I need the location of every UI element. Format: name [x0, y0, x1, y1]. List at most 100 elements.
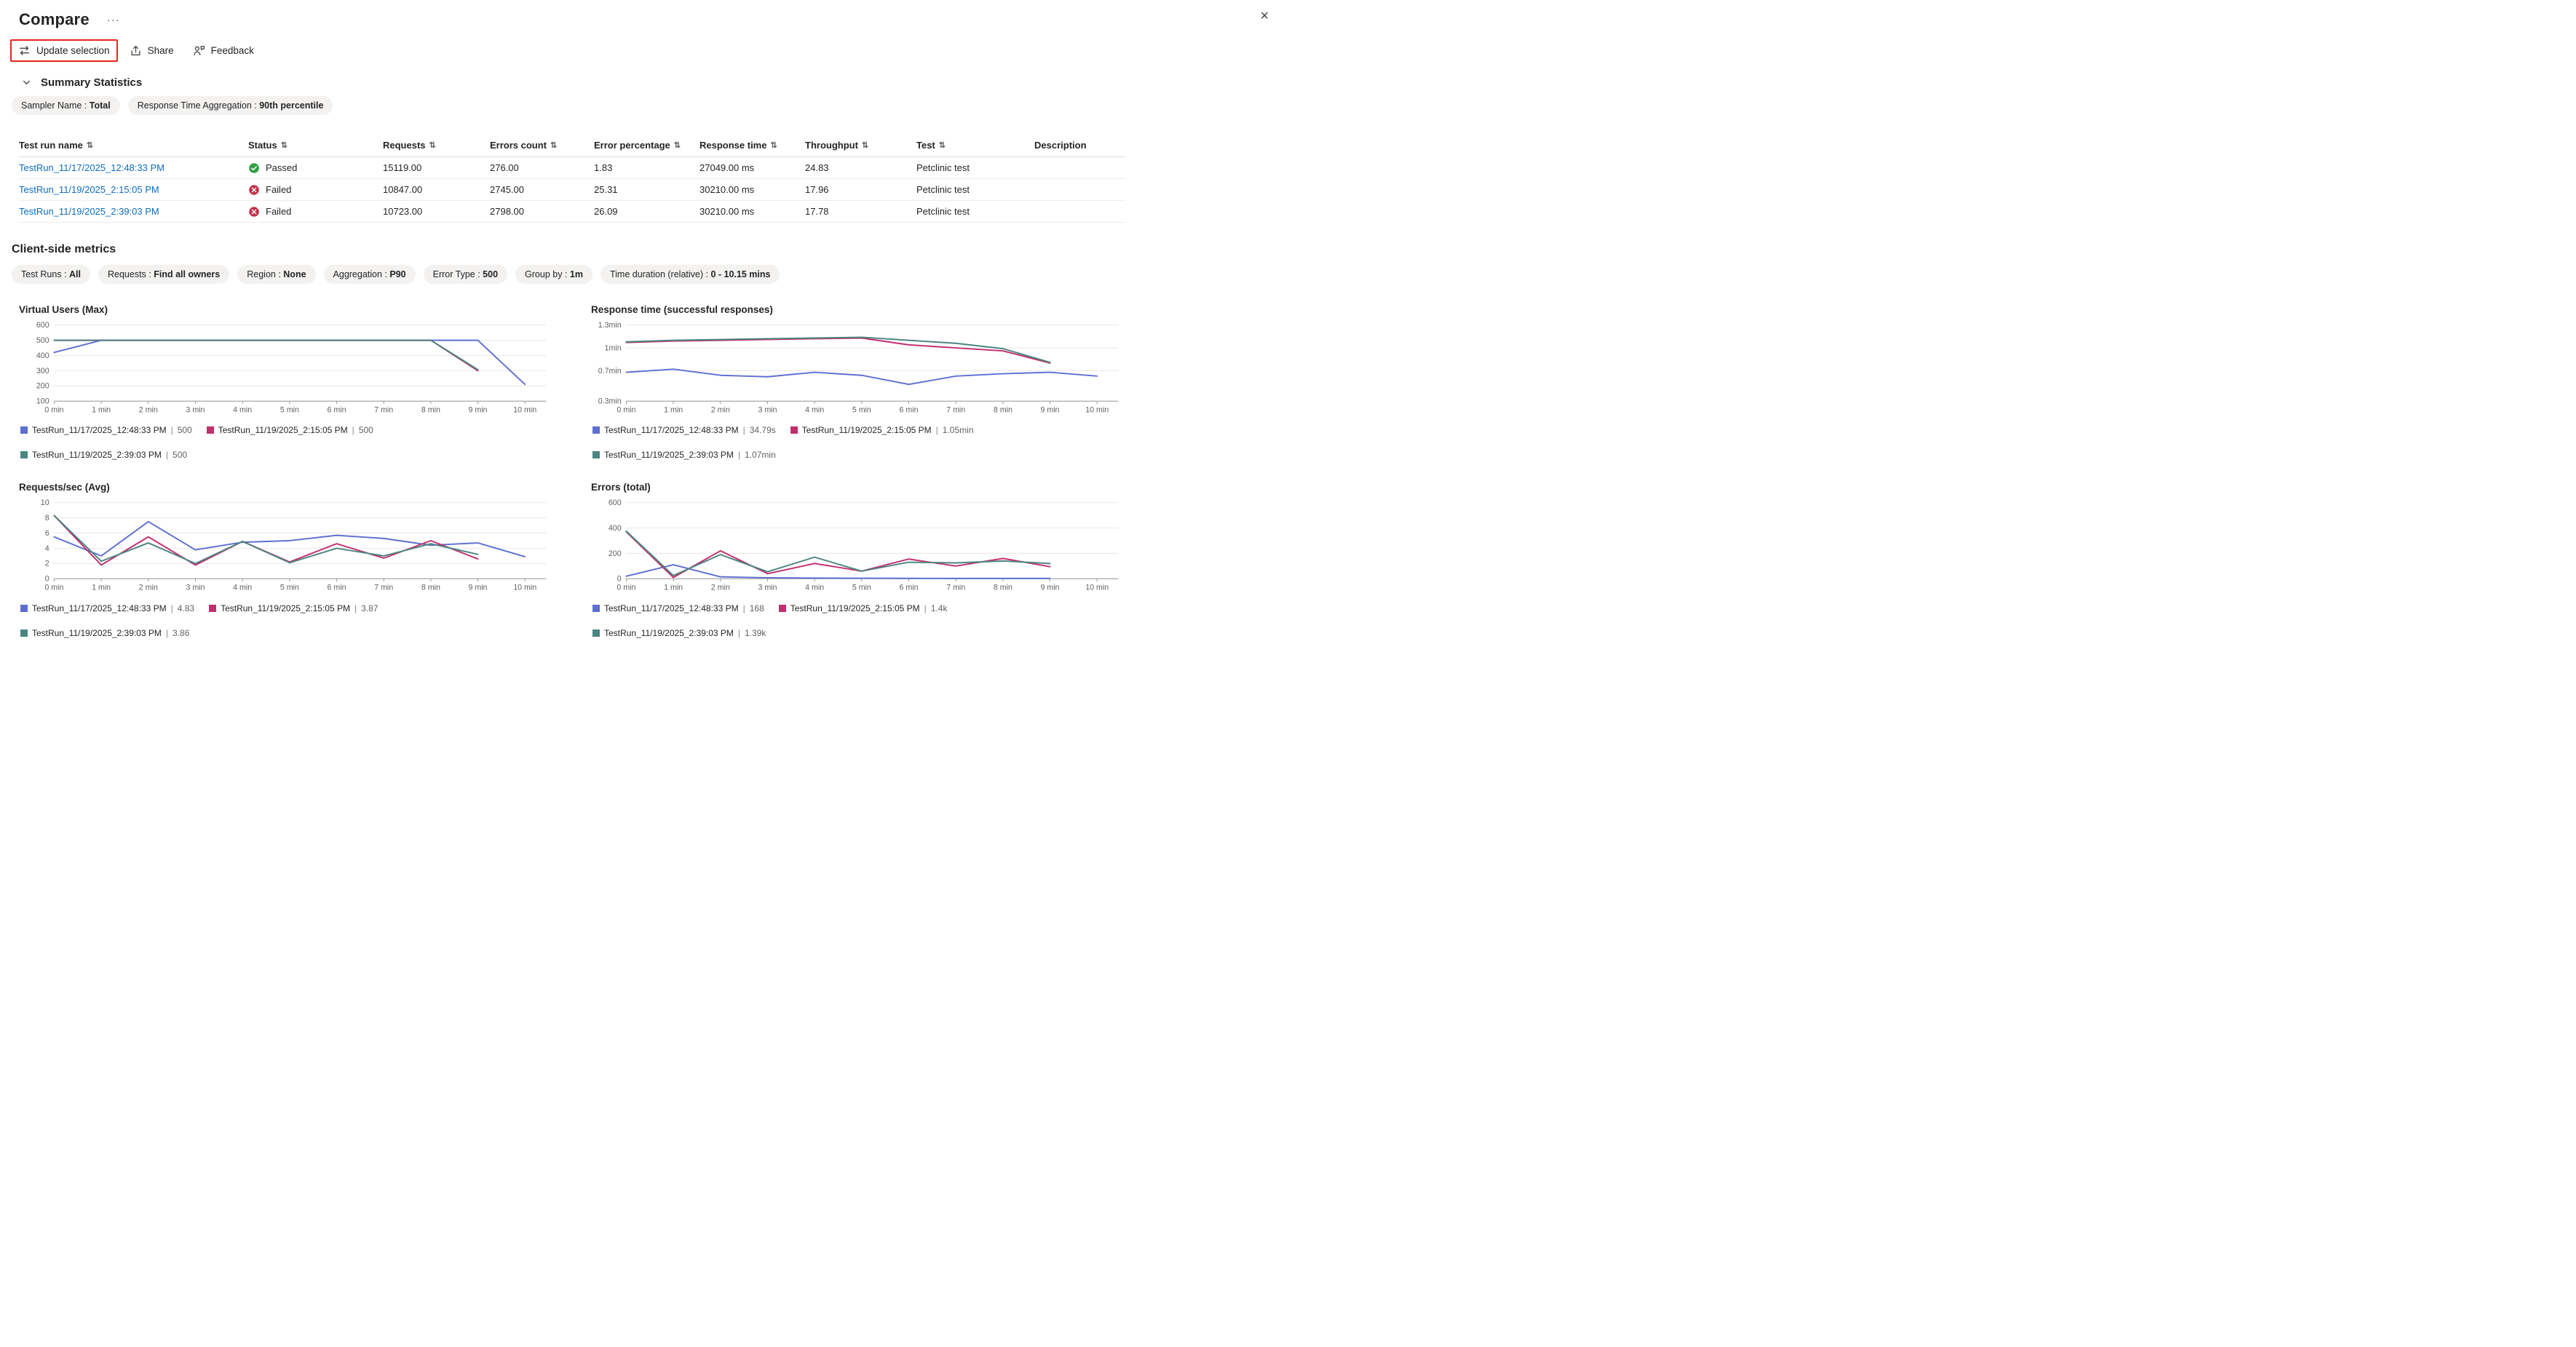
legend-run-name: TestRun_11/19/2025_2:39:03 PM [604, 627, 734, 638]
error-type-pill[interactable]: Error Type : 500 [423, 265, 508, 284]
close-icon[interactable]: × [1260, 8, 1269, 24]
legend-run-name: TestRun_11/17/2025_12:48:33 PM [32, 603, 167, 613]
group-by-pill[interactable]: Group by : 1m [515, 265, 593, 284]
column-label: Test [916, 140, 935, 151]
pill-value: P90 [389, 269, 406, 279]
legend-item[interactable]: TestRun_11/17/2025_12:48:33 PM | 168 [593, 603, 764, 613]
column-header-test[interactable]: Test ⇅ [916, 140, 1034, 151]
failed-icon [248, 184, 260, 196]
share-button[interactable]: Share [122, 40, 181, 61]
svg-text:1.3min: 1.3min [598, 321, 622, 330]
pill-separator: : [146, 269, 154, 279]
svg-text:7 min: 7 min [946, 584, 965, 592]
svg-text:600: 600 [609, 498, 622, 507]
column-header-error-percentage[interactable]: Error percentage ⇅ [594, 140, 700, 151]
column-header-status[interactable]: Status ⇅ [248, 140, 383, 151]
legend-item[interactable]: TestRun_11/17/2025_12:48:33 PM | 4.83 [20, 603, 194, 613]
pill-separator: : [251, 100, 260, 111]
legend-value: 1.05min [942, 425, 974, 436]
legend-item[interactable]: TestRun_11/17/2025_12:48:33 PM | 500 [20, 425, 192, 435]
svg-text:9 min: 9 min [468, 406, 487, 415]
legend-item[interactable]: TestRun_11/19/2025_2:39:03 PM | 3.86 [20, 628, 189, 638]
charts-grid: Virtual Users (Max) 100 200 300 400 500 600 0 … [0, 293, 1144, 661]
legend-item[interactable]: TestRun_11/19/2025_2:15:05 PM | 1.05min [790, 425, 974, 435]
column-header-test-run-name[interactable]: Test run name ⇅ [19, 140, 248, 151]
svg-text:5 min: 5 min [280, 406, 299, 415]
pill-value: 0 - 10.15 mins [710, 269, 771, 279]
svg-text:4 min: 4 min [233, 406, 252, 415]
column-header-errors-count[interactable]: Errors count ⇅ [490, 140, 594, 151]
pill-label: Aggregation [333, 269, 382, 279]
update-selection-icon [18, 44, 31, 57]
column-header-response-time[interactable]: Response time ⇅ [700, 140, 805, 151]
test-cell: Petclinic test [916, 162, 970, 173]
error-percentage-cell: 25.31 [594, 184, 618, 195]
svg-text:10 min: 10 min [1085, 584, 1109, 592]
pill-label: Sampler Name [21, 100, 82, 111]
legend-item[interactable]: TestRun_11/19/2025_2:39:03 PM | 500 [20, 450, 187, 460]
legend-separator: | [165, 627, 169, 638]
response-time-aggregation-pill[interactable]: Response Time Aggregation : 90th percent… [127, 96, 333, 115]
pill-value: 1m [569, 269, 583, 279]
svg-text:4: 4 [45, 544, 49, 553]
sampler-name-pill[interactable]: Sampler Name : Total [12, 96, 120, 115]
legend-item[interactable]: TestRun_11/19/2025_2:39:03 PM | 1.39k [593, 628, 766, 638]
svg-text:8 min: 8 min [994, 584, 1012, 592]
pill-label: Time duration (relative) [609, 269, 704, 279]
more-options-button[interactable]: ··· [104, 13, 123, 27]
table-row: TestRun_11/19/2025_2:15:05 PM Failed 108… [19, 179, 1125, 201]
summary-statistics-section-toggle[interactable]: Summary Statistics [0, 71, 1288, 95]
throughput-cell: 17.96 [805, 184, 829, 195]
errors-count-cell: 276.00 [490, 162, 519, 173]
column-label: Test run name [19, 140, 83, 151]
chart-legend: TestRun_11/17/2025_12:48:33 PM | 34.79s Te… [593, 425, 1125, 460]
legend-run-name: TestRun_11/19/2025_2:15:05 PM [221, 603, 350, 613]
column-header-throughput[interactable]: Throughput ⇅ [805, 140, 916, 151]
svg-text:10 min: 10 min [513, 406, 536, 415]
test-runs-pill[interactable]: Test Runs : All [12, 265, 90, 284]
aggregation-pill[interactable]: Aggregation : P90 [323, 265, 416, 284]
legend-run-name: TestRun_11/19/2025_2:15:05 PM [801, 425, 932, 436]
legend-value: 500 [173, 450, 188, 461]
test-run-link[interactable]: TestRun_11/19/2025_2:39:03 PM [19, 206, 159, 217]
pill-label: Group by [525, 269, 563, 279]
svg-text:0: 0 [617, 575, 622, 584]
legend-value: 4.83 [177, 603, 195, 613]
sort-icon: ⇅ [770, 141, 777, 150]
legend-run-name: TestRun_11/17/2025_12:48:33 PM [604, 425, 739, 436]
requests-pill[interactable]: Requests : Find all owners [98, 265, 230, 284]
pill-separator: : [82, 100, 90, 111]
legend-swatch [20, 451, 28, 459]
svg-text:1 min: 1 min [664, 584, 683, 592]
legend-item[interactable]: TestRun_11/19/2025_2:15:05 PM | 3.87 [209, 603, 378, 613]
time-duration-pill[interactable]: Time duration (relative) : 0 - 10.15 min… [600, 265, 780, 284]
sort-icon: ⇅ [673, 141, 681, 150]
legend-run-name: TestRun_11/17/2025_12:48:33 PM [604, 603, 739, 613]
chart-legend: TestRun_11/17/2025_12:48:33 PM | 500 TestR… [20, 425, 553, 460]
legend-item[interactable]: TestRun_11/19/2025_2:15:05 PM | 500 [206, 425, 373, 435]
column-header-requests[interactable]: Requests ⇅ [383, 140, 490, 151]
legend-value: 1.4k [930, 603, 948, 613]
test-run-link[interactable]: TestRun_11/17/2025_12:48:33 PM [19, 162, 165, 173]
feedback-button[interactable]: Feedback [186, 40, 261, 61]
column-label: Response time [700, 140, 767, 151]
legend-run-name: TestRun_11/19/2025_2:39:03 PM [604, 450, 734, 461]
legend-value: 3.86 [173, 627, 190, 638]
throughput-cell: 24.83 [805, 162, 829, 173]
test-run-link[interactable]: TestRun_11/19/2025_2:15:05 PM [19, 184, 159, 195]
status-label: Failed [266, 206, 292, 217]
legend-item[interactable]: TestRun_11/19/2025_2:39:03 PM | 1.07min [593, 450, 776, 460]
legend-separator: | [354, 603, 357, 613]
svg-text:7 min: 7 min [946, 406, 965, 415]
pill-label: Response Time Aggregation [137, 100, 252, 111]
chart-response-time: Response time (successful responses) 0.3… [591, 295, 1125, 469]
region-pill[interactable]: Region : None [237, 265, 316, 284]
update-selection-button[interactable]: Update selection [10, 39, 118, 62]
legend-separator: | [742, 603, 745, 613]
sort-icon: ⇅ [550, 141, 558, 150]
status-cell: Passed [248, 162, 383, 174]
legend-item[interactable]: TestRun_11/17/2025_12:48:33 PM | 34.79s [593, 425, 776, 435]
virtual-users-plot: 100 200 300 400 500 600 0 min 1 min 2 min 3 min 4 … [36, 321, 547, 415]
legend-item[interactable]: TestRun_11/19/2025_2:15:05 PM | 1.4k [778, 603, 948, 613]
legend-value: 168 [749, 603, 764, 613]
